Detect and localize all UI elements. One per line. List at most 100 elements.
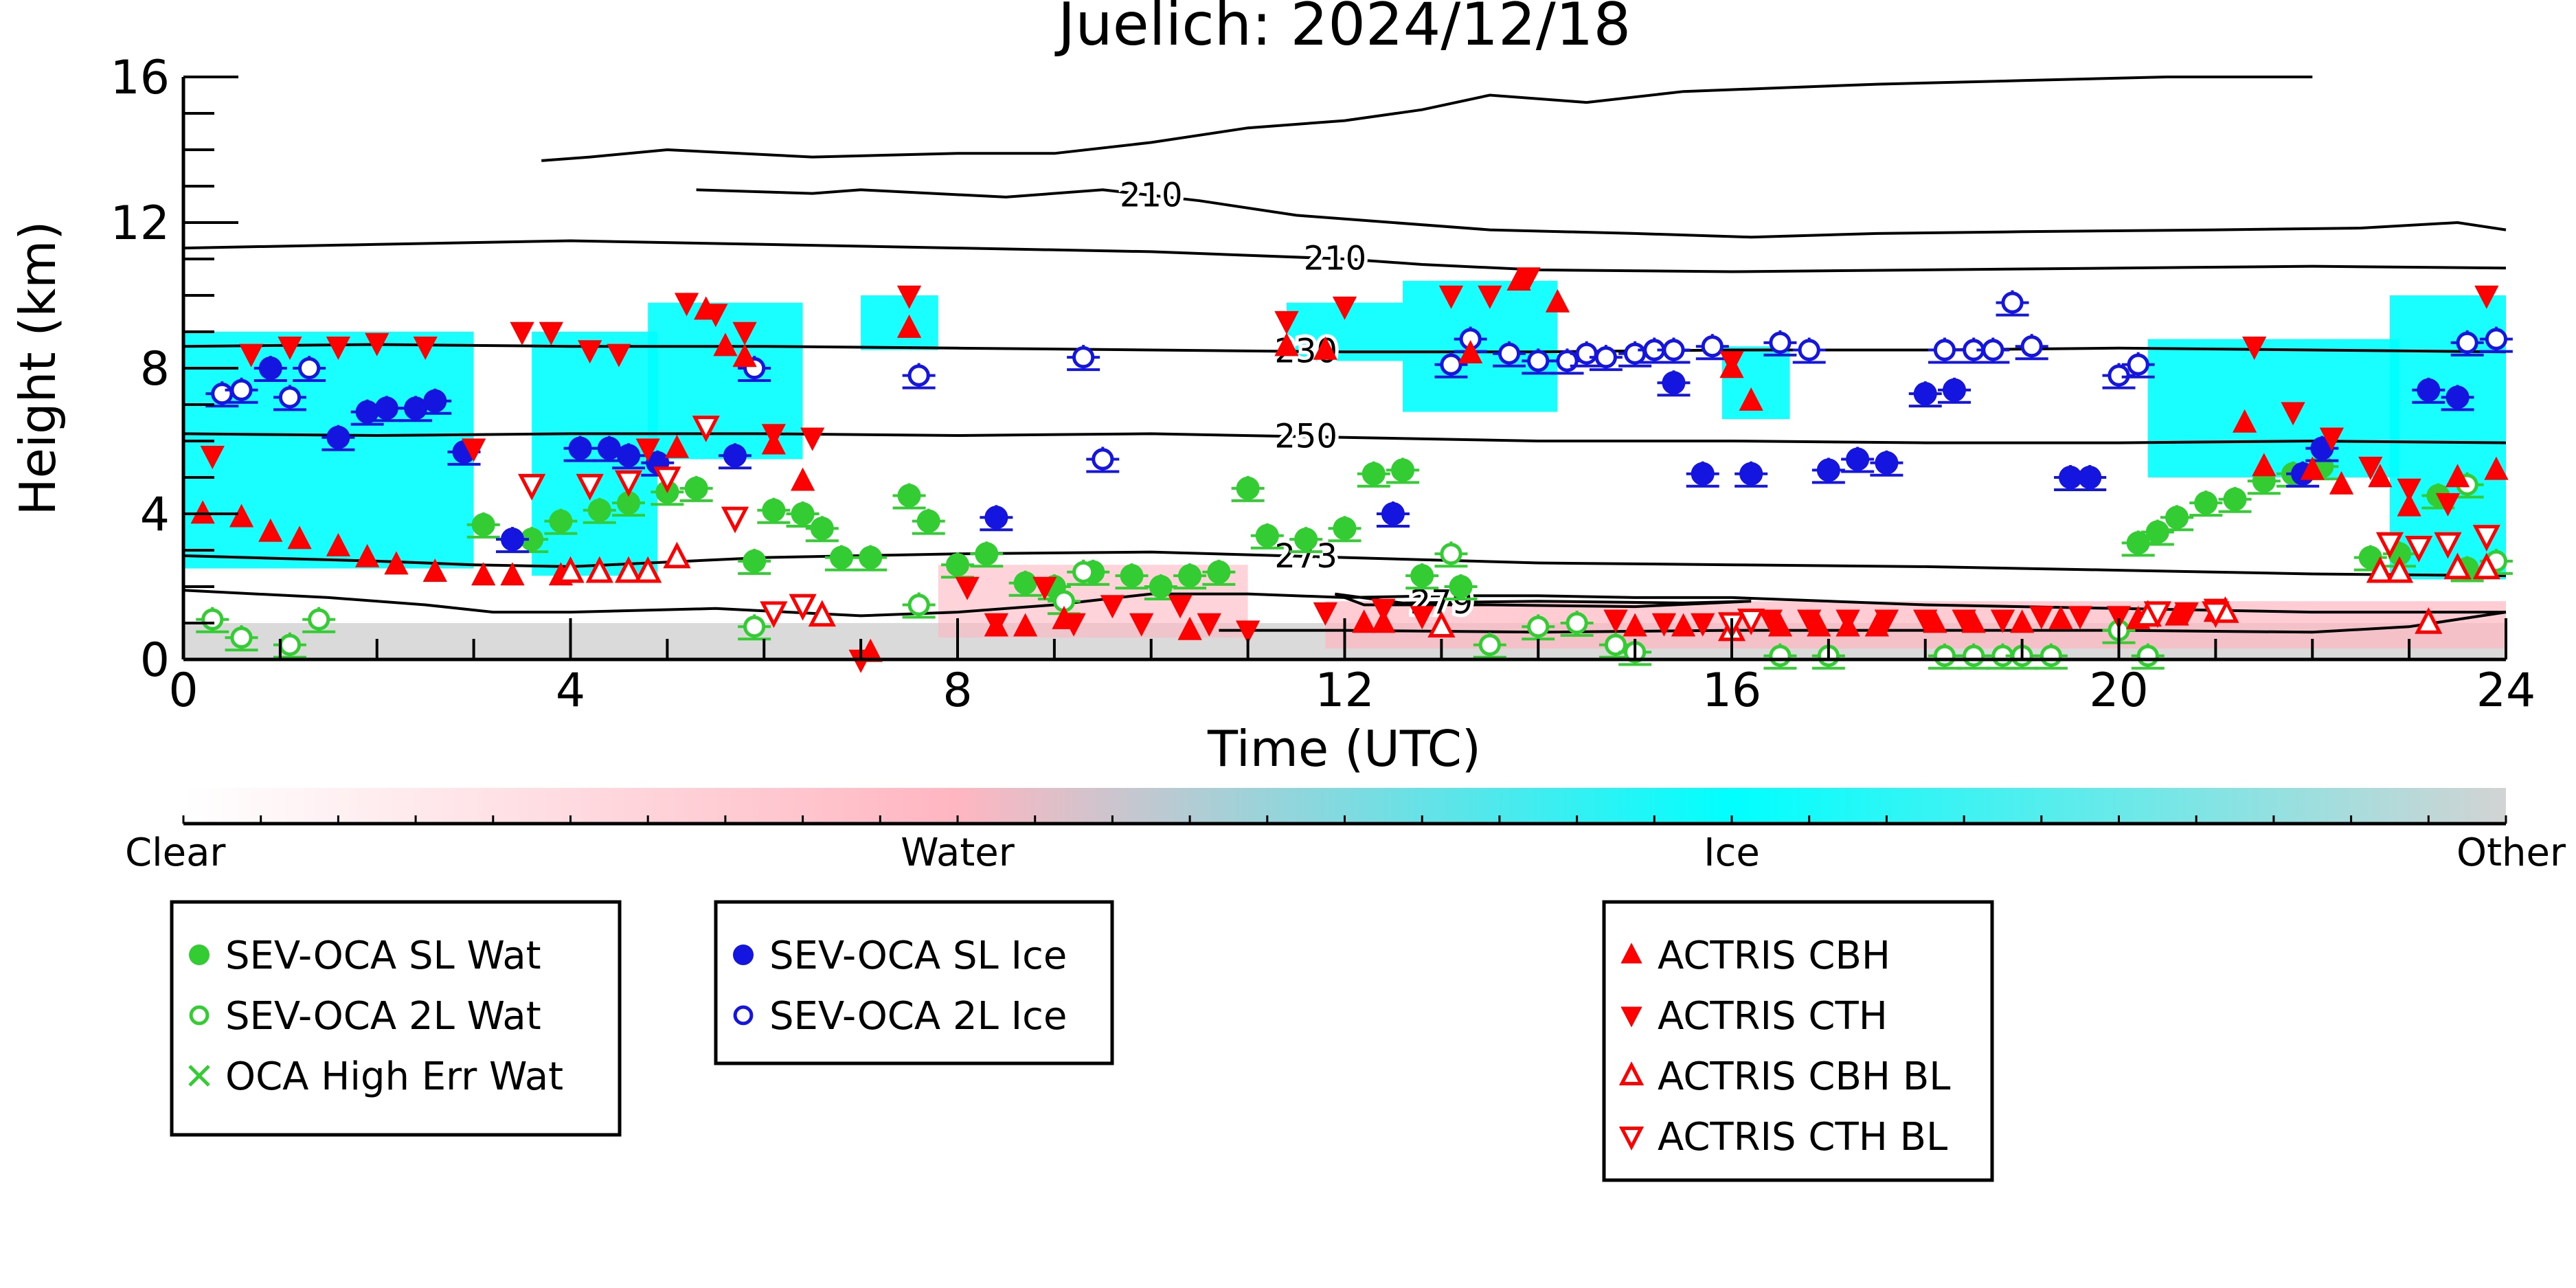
contour-line [696,188,2507,239]
marker-point [1458,340,1483,363]
marker-point [230,379,253,401]
marker-point [1875,451,1899,475]
x-axis-label: Time (UTC) [1207,720,1481,778]
marker-point [1207,560,1231,584]
marker-point [1427,611,1456,637]
marker-point [298,357,321,380]
contour-line [183,550,2507,578]
marker-point [258,518,283,542]
marker-point [1410,606,1434,630]
marker-point [1864,613,1889,637]
marker-point [810,517,834,541]
marker-point [1671,613,1696,637]
legend: SEV-OCA SL Wat SEV-OCA 2L Wat OCA High Err… [170,900,1994,1182]
marker-point [859,545,883,569]
marker-point [916,509,940,533]
marker-point [2319,427,2345,451]
marker-point [1129,613,1154,637]
marker-point [568,436,592,460]
marker-point [189,945,210,965]
marker-point [2001,291,2024,314]
marker-point [984,613,1008,637]
marker-point [674,293,699,317]
data-markers [190,267,2513,673]
marker-point [829,545,853,569]
contour-line [541,76,2313,162]
marker-point [500,528,524,552]
x-tick-label: 20 [2089,664,2149,718]
marker-point [721,506,749,534]
marker-point [2358,545,2382,569]
marker-point [761,424,786,448]
marker-point [1575,342,1598,365]
marker-point [2397,493,2421,517]
contour-line [183,432,2507,444]
series-actris-cth [200,267,2499,673]
marker-point [2242,337,2267,360]
marker-point [1120,564,1144,588]
marker-point [1013,613,1038,637]
marker-point [1178,564,1202,588]
marker-point [1624,342,1647,365]
marker-point [2474,285,2499,309]
y-tick-label: 16 [110,51,170,105]
marker-point [1701,335,1724,358]
marker-point [1662,371,1686,395]
marker-point [471,562,496,586]
marker-point [1410,564,1434,588]
marker-point [278,386,302,409]
marker-point [907,364,930,387]
marker-point [2484,456,2509,480]
marker-point [188,1065,210,1087]
marker-point [614,470,643,497]
marker-point [732,321,757,346]
marker-point [1333,517,1357,541]
marker-point [1769,644,1792,667]
marker-point [1807,613,1831,637]
marker-point [984,506,1008,530]
marker-point [790,467,815,491]
marker-point [365,332,389,357]
marker-point [1440,543,1462,565]
marker-point [374,396,398,420]
marker-point [1313,336,1337,360]
colorbar-labels: Clear Water Ice Other [125,831,2566,875]
marker-point [1072,346,1095,369]
marker-point [2202,601,2230,629]
legend-items: SEV-OCA SL Wat SEV-OCA 2L Wat OCA High Err… [188,934,1950,1160]
marker-point [2472,552,2500,580]
marker-point [2456,331,2478,354]
contour-label: 250 [1274,418,1337,456]
marker-point [975,542,999,566]
y-tick-label: 8 [140,342,170,396]
marker-point [946,553,969,577]
marker-point [2445,464,2470,488]
marker-point [1274,332,1299,357]
marker-point [1798,339,1820,361]
marker-point [2281,402,2305,426]
marker-point [1662,339,1685,361]
marker-point [789,594,817,621]
marker-point [2252,453,2276,477]
marker-point [743,615,766,638]
marker-point [703,304,728,328]
marker-point [1478,633,1501,656]
marker-point [2397,478,2421,502]
marker-point [1168,595,1193,619]
marker-point [955,576,980,600]
marker-point [1362,462,1386,486]
marker-point [1440,353,1462,376]
marker-point [1933,339,1956,361]
series-actris-cbh [190,267,2509,662]
x-tick-label: 16 [1702,664,1762,718]
marker-point [238,343,264,368]
y-tick-label: 12 [110,196,170,251]
marker-point [355,543,380,567]
legend-label: ACTRIS CTH [1658,994,1888,1039]
marker-point [1371,598,1396,622]
marker-point [2020,335,2043,358]
marker-point [1177,616,1202,640]
marker-point [2223,487,2247,511]
marker-point [2358,456,2383,480]
marker-point [211,383,234,405]
